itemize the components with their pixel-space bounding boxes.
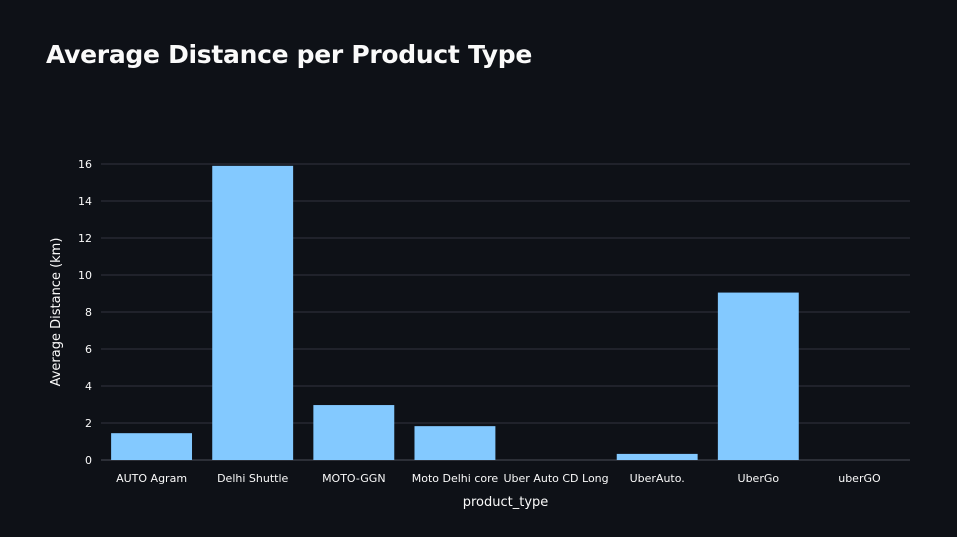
- x-tick-label: Delhi Shuttle: [217, 472, 288, 485]
- y-tick-label: 12: [78, 232, 92, 245]
- y-tick-label: 14: [78, 195, 92, 208]
- chart-title: Average Distance per Product Type: [46, 40, 532, 69]
- bar[interactable]: [616, 453, 698, 460]
- y-tick-label: 6: [85, 343, 92, 356]
- x-tick-label: Moto Delhi core: [412, 472, 499, 485]
- bar[interactable]: [717, 292, 799, 460]
- x-axis-ticks: AUTO Agram Delhi Shuttle MOTO-GGN Moto Delh…: [116, 472, 881, 485]
- x-tick-label: AUTO Agram: [116, 472, 187, 485]
- x-tick-label: UberAuto.: [630, 472, 685, 485]
- y-tick-label: 0: [85, 454, 92, 467]
- bar[interactable]: [313, 405, 395, 460]
- x-tick-label: MOTO-GGN: [322, 472, 385, 485]
- y-axis-ticks: 0 2 4 6 8 10 12 14 16: [78, 158, 92, 467]
- bar[interactable]: [111, 433, 193, 460]
- y-axis-title: Average Distance (km): [49, 238, 64, 387]
- y-tick-label: 4: [85, 380, 92, 393]
- y-tick-label: 16: [78, 158, 92, 171]
- x-axis-title: product_type: [463, 495, 549, 510]
- x-tick-label: Uber Auto CD Long: [504, 472, 609, 485]
- y-tick-label: 2: [85, 417, 92, 430]
- y-tick-label: 8: [85, 306, 92, 319]
- x-tick-label: UberGo: [738, 472, 780, 485]
- y-tick-label: 10: [78, 269, 92, 282]
- x-tick-label: uberGO: [838, 472, 881, 485]
- bar[interactable]: [212, 165, 294, 460]
- bars: [111, 165, 799, 460]
- bar[interactable]: [414, 426, 496, 460]
